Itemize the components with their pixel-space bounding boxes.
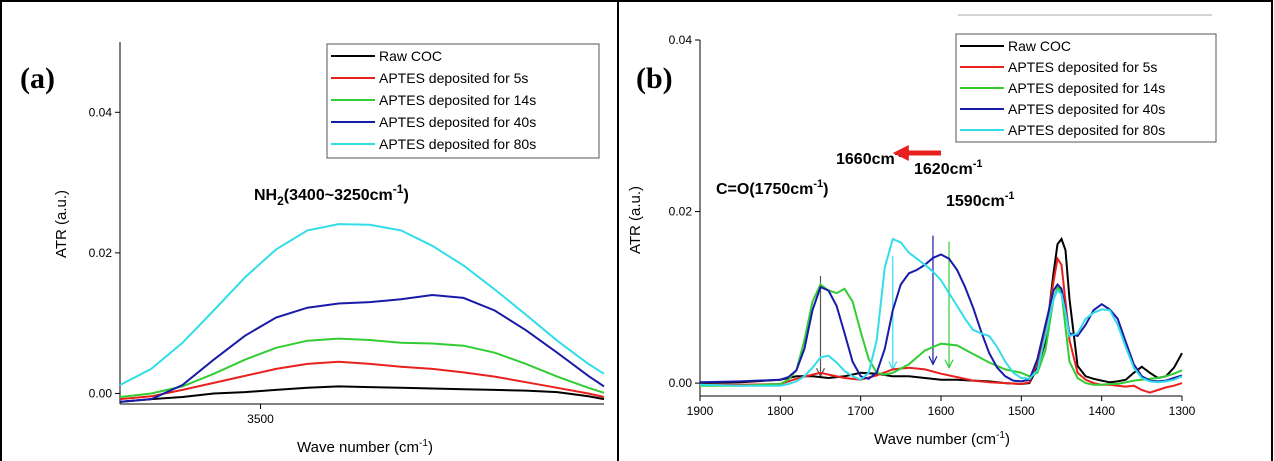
panel-a-series-2: [119, 337, 605, 398]
panel-b-annotation-1590: 1590cm-1: [946, 190, 1015, 210]
panel-b-shift-arrow: [892, 145, 941, 161]
panel-a-series-3: [119, 293, 605, 403]
panel-a-legend-label: Raw COC: [379, 48, 442, 64]
panel-b-legend-label: APTES deposited for 5s: [1008, 59, 1157, 75]
panel-b-y-axis-title: ATR (a.u.): [627, 186, 644, 254]
panel-b-x-tick-label: 1300: [1169, 404, 1196, 418]
panel-a-letter: (a): [20, 62, 55, 95]
panel-a-nh2-annotation: NH2(3400~3250cm-1): [254, 182, 409, 208]
panel-a-y-tick-label: 0.02: [89, 246, 113, 260]
panel-a-legend-label: APTES deposited for 80s: [379, 136, 536, 152]
panel-b-legend: Raw COC APTES deposited for 5s APTES depos…: [955, 33, 1217, 143]
panel-b-series-2: [700, 282, 1183, 387]
panel-b-legend-label: Raw COC: [1008, 38, 1071, 54]
panel-b-x-tick-label: 1700: [847, 404, 874, 418]
panel-b-y-tick-label: 0.04: [669, 33, 693, 47]
panel-b-annotation-arrowhead: [928, 355, 938, 366]
panel-a-series-4: [119, 223, 605, 386]
panel-b-x-tick-label: 1800: [767, 404, 794, 418]
panel-b-x-tick-label: 1500: [1008, 404, 1035, 418]
panel-a-y-axis-title: ATR (a.u.): [53, 190, 70, 258]
panel-a-legend: Raw COC APTES deposited for 5s APTES depos…: [326, 43, 600, 159]
panel-b-annotation-1660: 1660cm-1: [836, 148, 905, 168]
panel-b-letter: (b): [636, 62, 673, 95]
panel-b-series-4: [699, 237, 1183, 387]
panel-b-x-tick-label: 1900: [687, 404, 714, 418]
panel-b-frame: [617, 0, 1273, 461]
panel-b-x-axis-title: Wave number (cm-1): [874, 430, 1010, 448]
panel-b-y-tick-label: 0.00: [669, 376, 693, 390]
panel-a-series-1: [119, 360, 605, 401]
panel-a-series-0: [119, 385, 605, 403]
panel-b-legend-label: APTES deposited for 14s: [1008, 80, 1165, 96]
panel-a-x-tick-label: 3500: [247, 412, 274, 426]
panel-a-legend-box: [326, 43, 600, 159]
panel-a: (a) 0.00 0.02 0.04 3500 ATR (a.u.) Wave nu…: [20, 42, 605, 456]
panel-b-x-tick-label: 1600: [928, 404, 955, 418]
panel-b-annotation-1620: 1620cm-1: [914, 158, 983, 178]
panel-a-legend-label: APTES deposited for 14s: [379, 92, 536, 108]
panel-b-annotation-arrowhead: [944, 359, 954, 370]
panel-b-series-3: [699, 253, 1183, 384]
panel-a-y-tick-label: 0.04: [89, 105, 113, 119]
panel-a-y-tick-label: 0.00: [89, 386, 113, 400]
panel-b-shift-arrow-head: [892, 145, 909, 161]
panel-b-annotation-co: C=O(1750cm-1): [716, 178, 829, 198]
panel-a-x-axis-title: Wave number (cm-1): [297, 438, 433, 456]
panel-b-legend-label: APTES deposited for 40s: [1008, 101, 1165, 117]
panel-b: (b) 0.00 0.02 0.04 1900 1800 1700 1600 1500 140…: [627, 33, 1217, 448]
panel-a-legend-label: APTES deposited for 5s: [379, 70, 528, 86]
panel-b-legend-label: APTES deposited for 80s: [1008, 122, 1165, 138]
panel-b-y-tick-label: 0.02: [669, 205, 693, 219]
panel-b-x-tick-label: 1400: [1088, 404, 1115, 418]
panel-a-legend-label: APTES deposited for 40s: [379, 114, 536, 130]
